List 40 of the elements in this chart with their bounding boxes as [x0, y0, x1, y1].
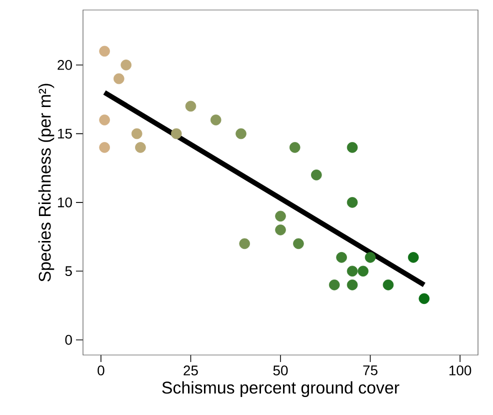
y-tick-label: 20 [58, 60, 72, 70]
x-tick-label: 75 [363, 366, 378, 376]
point [120, 60, 132, 70]
y-tick-label: 0 [65, 334, 72, 345]
y-tick-label: 5 [65, 266, 72, 276]
x-tick-label: 100 [449, 366, 472, 376]
point [210, 114, 222, 126]
point [358, 266, 368, 277]
y-tick-label: 10 [58, 197, 72, 208]
point [346, 266, 358, 277]
point [346, 280, 358, 290]
x-tick-label: 0 [98, 366, 104, 376]
y-axis-title: Species Richness (per m²) [38, 84, 54, 282]
x-axis-title: Schismus percent ground cover [162, 381, 400, 398]
point [311, 170, 322, 180]
point [328, 280, 340, 290]
point [418, 293, 430, 304]
point [289, 142, 300, 153]
point [346, 197, 358, 208]
point [408, 252, 419, 263]
point [99, 142, 110, 153]
point [131, 128, 142, 140]
point [364, 252, 376, 263]
point [114, 73, 124, 84]
point [293, 238, 304, 250]
point [346, 142, 358, 153]
point [236, 128, 246, 140]
x-tick-label: 25 [184, 366, 198, 376]
x-tick-label: 50 [273, 366, 288, 376]
point [99, 114, 110, 126]
y-tick-label: 15 [58, 128, 72, 139]
point [275, 224, 286, 236]
point [275, 210, 286, 222]
point [239, 238, 250, 250]
point [135, 142, 146, 153]
point [382, 280, 394, 290]
point [185, 100, 196, 112]
point [99, 46, 110, 57]
point [170, 128, 182, 140]
point [336, 252, 347, 263]
